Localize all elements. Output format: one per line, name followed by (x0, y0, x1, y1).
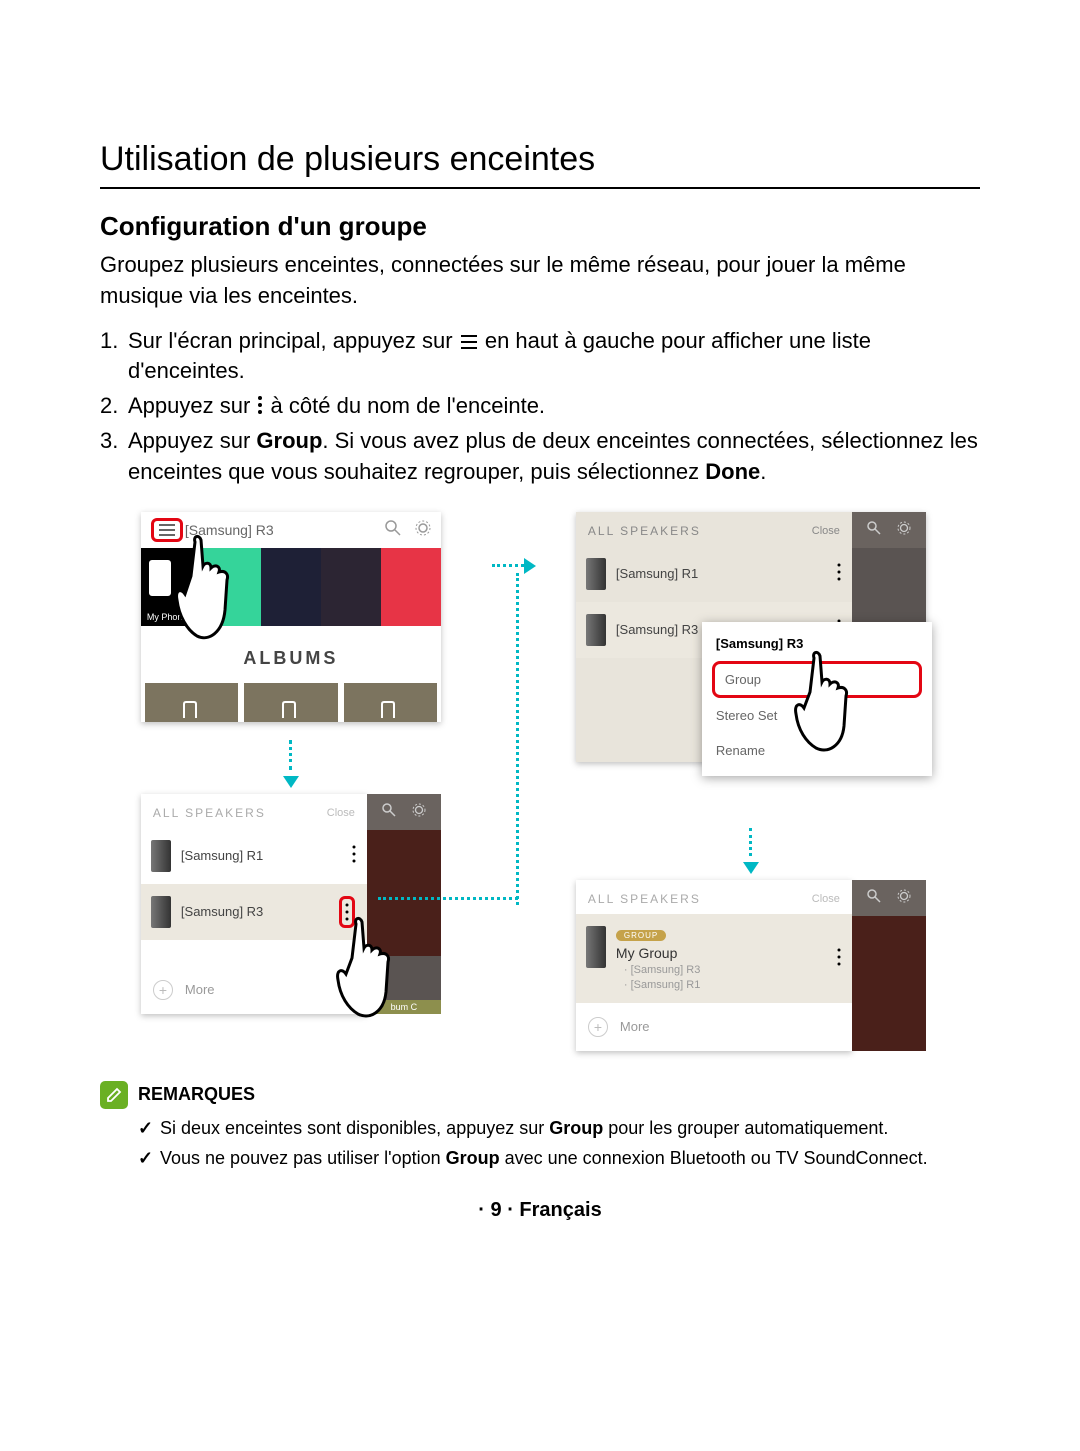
right-column: ALL SPEAKERS Close [Samsung] R1 [Samsung… (522, 512, 980, 1051)
speaker-list-header: ALL SPEAKERS Close (576, 512, 852, 546)
group-member: · [Samsung] R3 (624, 964, 700, 976)
speaker-item[interactable]: [Samsung] R1 (576, 546, 852, 602)
more-dots-icon[interactable] (351, 845, 357, 866)
steps-list: 1. Sur l'écran principal, appuyez sur en… (100, 326, 980, 488)
speaker-item-selected[interactable]: [Samsung] R3 (141, 884, 367, 940)
album-card[interactable] (244, 683, 337, 722)
group-member: · [Samsung] R1 (624, 979, 700, 991)
gear-icon[interactable] (897, 521, 911, 538)
tap-hand-icon (336, 914, 436, 1034)
album-card[interactable] (344, 683, 437, 722)
intro-text: Groupez plusieurs enceintes, connectées … (100, 250, 980, 312)
connector (492, 564, 524, 567)
left-column: [Samsung] R3 My Phone ALBUMS (100, 512, 482, 1051)
source-tile[interactable] (321, 548, 381, 626)
search-icon[interactable] (867, 521, 881, 538)
speaker-icon (151, 896, 171, 928)
context-menu: [Samsung] R3 Group Stereo Set Rename (702, 622, 932, 776)
search-icon[interactable] (385, 520, 401, 539)
panel-speaker-list: ALL SPEAKERS Close [Samsung] R1 [Samsung… (141, 794, 441, 1014)
remarks-title: REMARQUES (138, 1084, 255, 1105)
source-tile[interactable] (381, 548, 441, 626)
remarks-section: REMARQUES Si deux enceintes sont disponi… (100, 1081, 980, 1171)
panel-main-screen: [Samsung] R3 My Phone ALBUMS (141, 512, 441, 722)
step-3: 3. Appuyez sur Group. Si vous avez plus … (100, 426, 980, 488)
right-strip (852, 880, 926, 1051)
speaker-list-header: ALL SPEAKERS Close (141, 794, 367, 828)
speaker-item[interactable]: [Samsung] R1 (141, 828, 367, 884)
page-title: Utilisation de plusieurs enceintes (100, 140, 980, 189)
arrow-down-icon (743, 862, 759, 874)
album-card[interactable] (145, 683, 238, 722)
step-2: 2. Appuyez sur à côté du nom de l'encein… (100, 391, 980, 422)
figures: [Samsung] R3 My Phone ALBUMS (100, 512, 980, 1051)
close-button[interactable]: Close (812, 893, 840, 905)
group-item[interactable]: GROUP My Group · [Samsung] R3 · [Samsung… (576, 914, 852, 1003)
gear-icon[interactable] (897, 889, 911, 906)
more-button[interactable]: + More (141, 966, 367, 1014)
connector (749, 828, 752, 856)
speaker-icon (586, 558, 606, 590)
search-icon[interactable] (867, 889, 881, 906)
vertical-dots-icon (256, 395, 264, 415)
tap-hand-icon (175, 532, 285, 662)
connector (289, 740, 292, 770)
more-dots-icon[interactable] (836, 563, 842, 584)
close-button[interactable]: Close (327, 807, 355, 819)
gear-icon[interactable] (415, 520, 431, 539)
speaker-icon (586, 926, 606, 968)
search-icon[interactable] (382, 803, 396, 820)
section-title: Configuration d'un groupe (100, 211, 980, 242)
phone-icon (149, 560, 171, 596)
connector (516, 573, 519, 905)
arrow-down-icon (283, 776, 299, 788)
speaker-list-header: ALL SPEAKERS Close (576, 880, 852, 914)
remark-item: Si deux enceintes sont disponibles, appu… (138, 1115, 980, 1141)
page-footer: · 9 · Français (100, 1199, 980, 1222)
plus-icon: + (588, 1017, 608, 1037)
speaker-icon (586, 614, 606, 646)
connector (378, 897, 518, 900)
hamburger-icon (459, 334, 479, 350)
close-button[interactable]: Close (812, 525, 840, 537)
more-button[interactable]: + More (576, 1003, 852, 1051)
more-dots-icon[interactable] (836, 948, 842, 969)
remark-item: Vous ne pouvez pas utiliser l'option Gro… (138, 1145, 980, 1171)
step-1: 1. Sur l'écran principal, appuyez sur en… (100, 326, 980, 388)
group-badge: GROUP (616, 930, 666, 941)
panel-grouped: ALL SPEAKERS Close GROUP My Group · [Sam… (576, 880, 926, 1051)
arrow-right-icon (524, 558, 536, 574)
note-icon (100, 1081, 128, 1109)
panel-context-menu: ALL SPEAKERS Close [Samsung] R1 [Samsung… (576, 512, 926, 762)
gear-icon[interactable] (412, 803, 426, 820)
album-cards (141, 683, 441, 722)
plus-icon: + (153, 980, 173, 1000)
tap-hand-icon (794, 648, 894, 768)
group-name: My Group (616, 945, 677, 961)
speaker-icon (151, 840, 171, 872)
